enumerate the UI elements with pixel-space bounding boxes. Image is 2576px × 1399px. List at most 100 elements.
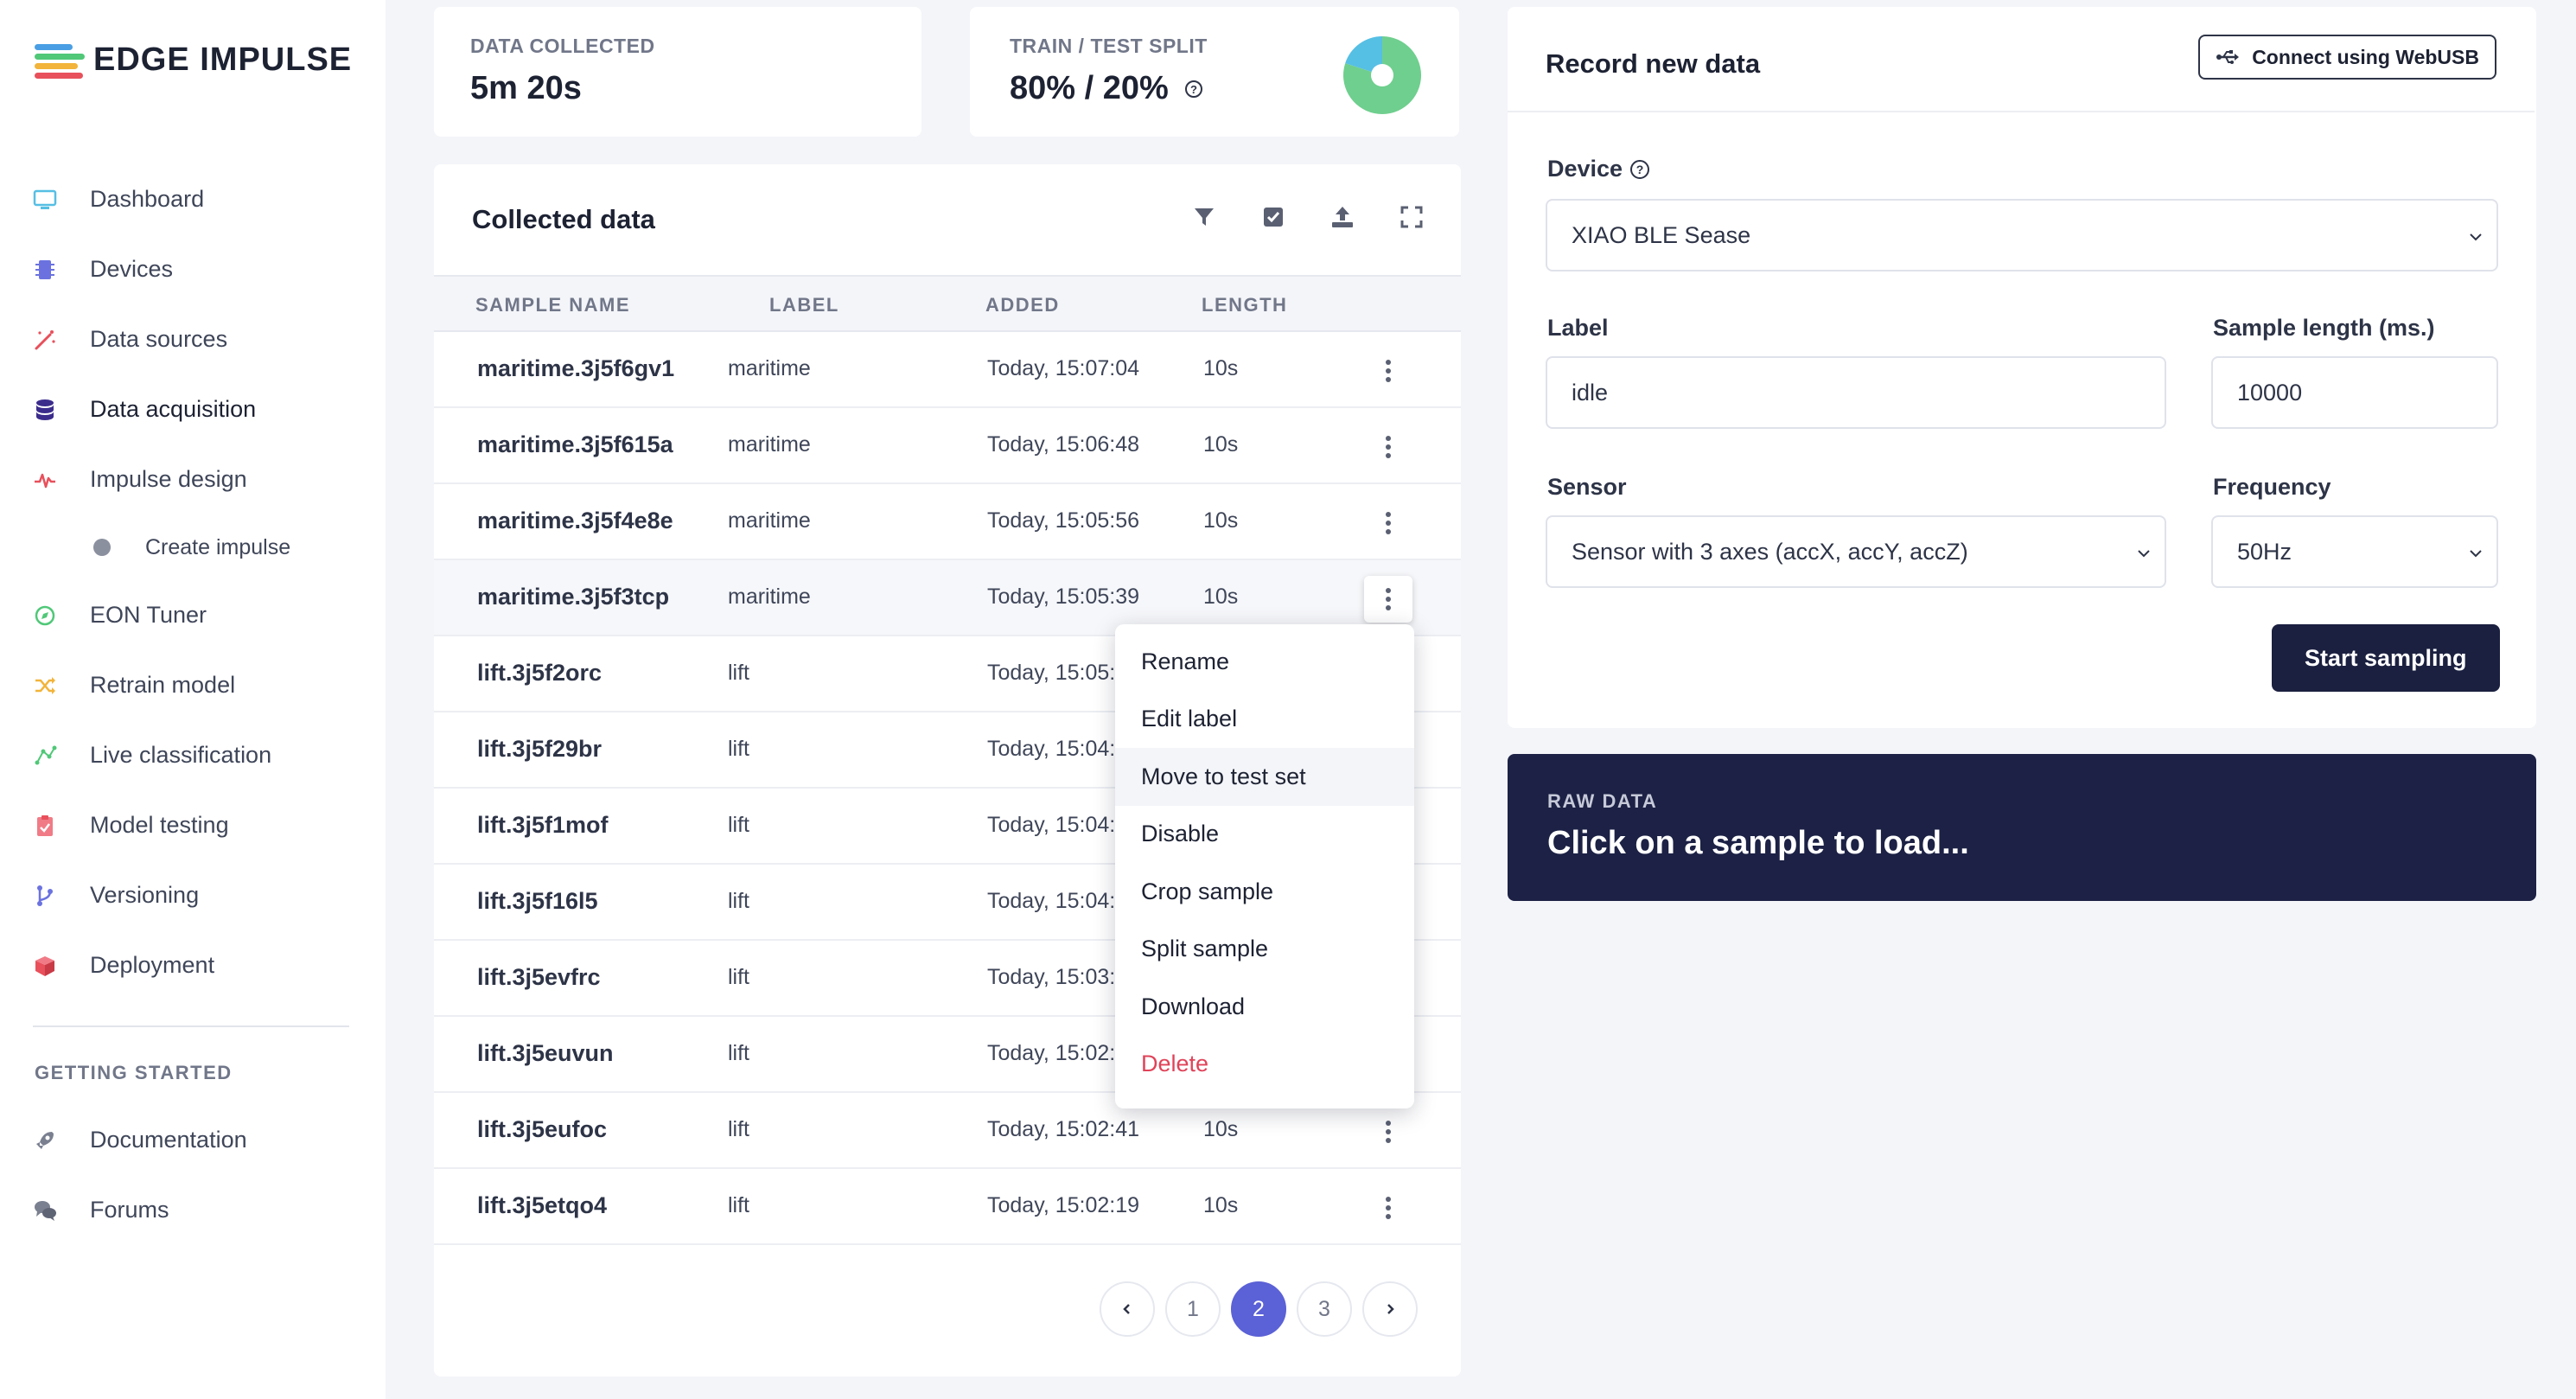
table-header: SAMPLE NAME LABEL ADDED LENGTH <box>434 275 1461 332</box>
menu-item-delete[interactable]: Delete <box>1141 1051 1209 1077</box>
sample-length: 10s <box>1203 585 1239 609</box>
help-icon[interactable]: ? <box>1184 80 1203 99</box>
menu-item-download[interactable]: Download <box>1141 993 1246 1019</box>
table-row[interactable]: lift.3j5f2orc lift Today, 15:05:0 <box>434 636 1461 712</box>
connect-webusb-button[interactable]: Connect using WebUSB <box>2198 35 2496 80</box>
sample-added: Today, 15:05:56 <box>987 508 1140 533</box>
rocket-icon <box>33 1128 57 1153</box>
sample-name: maritime.3j5f3tcp <box>477 584 670 610</box>
pie-center <box>1371 64 1393 86</box>
table-row[interactable]: maritime.3j5f3tcp maritime Today, 15:05:… <box>434 560 1461 636</box>
sample-name: lift.3j5evfrc <box>477 964 601 990</box>
sidebar-item-impulse-design[interactable]: Impulse design <box>0 444 386 514</box>
page-button-1[interactable]: 1 <box>1165 1281 1221 1337</box>
menu-item-rename[interactable]: Rename <box>1141 648 1230 674</box>
start-sampling-button[interactable]: Start sampling <box>2272 624 2500 692</box>
sample-added: Today, 15:03:1 <box>987 965 1128 989</box>
page-button-2[interactable]: 2 <box>1231 1281 1286 1337</box>
sidebar-item-retrain-model[interactable]: Retrain model <box>0 650 386 720</box>
pulse-icon <box>33 468 57 492</box>
table-row[interactable]: lift.3j5f1mof lift Today, 15:04:2 <box>434 789 1461 865</box>
chevron-right-icon <box>1387 1304 1394 1314</box>
label-input[interactable]: idle <box>1546 356 2166 429</box>
column-header-length[interactable]: LENGTH <box>1202 294 1288 316</box>
sidebar-subitem-create-impulse[interactable]: Create impulse <box>0 514 386 580</box>
sidebar-item-label: Dashboard <box>90 186 205 212</box>
brand-name: EDGE IMPULSE <box>93 42 353 78</box>
sensor-select[interactable]: Sensor with 3 axes (accX, accY, accZ) <box>1546 515 2166 588</box>
column-header-label[interactable]: LABEL <box>769 294 839 316</box>
table-row[interactable]: lift.3j5euvun lift Today, 15:02:5 <box>434 1017 1461 1093</box>
sample-length: 10s <box>1203 1193 1239 1217</box>
sample-length: 10s <box>1203 432 1239 457</box>
chip-icon <box>33 258 57 282</box>
table-row[interactable]: maritime.3j5f6gv1 maritime Today, 15:07:… <box>434 332 1461 408</box>
sidebar-item-forums[interactable]: Forums <box>0 1175 386 1245</box>
sidebar-item-data-acquisition[interactable]: Data acquisition <box>0 374 386 444</box>
sample-length: 10s <box>1203 508 1239 533</box>
sidebar-item-label: Data sources <box>90 326 228 352</box>
menu-item-crop-sample[interactable]: Crop sample <box>1141 878 1274 904</box>
sidebar-item-model-testing[interactable]: Model testing <box>0 790 386 860</box>
column-header-added[interactable]: ADDED <box>985 294 1060 316</box>
sidebar-item-label: Versioning <box>90 882 200 908</box>
sidebar-item-label: Forums <box>90 1197 169 1223</box>
sidebar-item-devices[interactable]: Devices <box>0 234 386 304</box>
row-menu-icon[interactable] <box>1364 500 1412 546</box>
sidebar-item-dashboard[interactable]: Dashboard <box>0 164 386 234</box>
table-row[interactable]: lift.3j5eufoc lift Today, 15:02:41 10s <box>434 1093 1461 1169</box>
next-page-button[interactable] <box>1362 1281 1418 1337</box>
row-menu-icon[interactable] <box>1364 1185 1412 1231</box>
table-row[interactable]: lift.3j5f29br lift Today, 15:04:4 <box>434 712 1461 789</box>
sidebar-item-live-classification[interactable]: Live classification <box>0 720 386 790</box>
sidebar-item-deployment[interactable]: Deployment <box>0 930 386 1000</box>
table-row[interactable]: lift.3j5evfrc lift Today, 15:03:1 <box>434 941 1461 1017</box>
data-collected-value: 5m 20s <box>470 70 582 106</box>
compass-icon <box>33 604 57 628</box>
column-header-sample-name[interactable]: SAMPLE NAME <box>475 294 631 316</box>
table-row[interactable]: maritime.3j5f4e8e maritime Today, 15:05:… <box>434 484 1461 560</box>
frequency-field-label: Frequency <box>2213 474 2331 500</box>
table-row[interactable]: lift.3j5f16l5 lift Today, 15:04:1 <box>434 865 1461 941</box>
filter-icon[interactable] <box>1189 202 1219 232</box>
sample-name: lift.3j5f1mof <box>477 812 609 838</box>
row-menu-icon[interactable] <box>1364 348 1412 394</box>
sidebar-item-data-sources[interactable]: Data sources <box>0 304 386 374</box>
menu-item-edit-label[interactable]: Edit label <box>1141 706 1238 732</box>
sample-added: Today, 15:07:04 <box>987 356 1140 380</box>
device-select-value: XIAO BLE Sease <box>1572 221 1751 248</box>
sample-label: lift <box>728 737 749 761</box>
sidebar-divider <box>33 1025 349 1027</box>
label-input-value: idle <box>1572 379 1609 406</box>
table-row[interactable]: lift.3j5etqo4 lift Today, 15:02:19 10s <box>434 1169 1461 1245</box>
device-select[interactable]: XIAO BLE Sease <box>1546 199 2498 271</box>
help-icon[interactable]: ? <box>1629 159 1650 180</box>
upload-icon[interactable] <box>1328 202 1357 232</box>
sample-name: maritime.3j5f6gv1 <box>477 355 675 381</box>
sidebar-item-versioning[interactable]: Versioning <box>0 860 386 930</box>
sample-added: Today, 15:02:5 <box>987 1041 1128 1065</box>
sidebar-item-eon-tuner[interactable]: EON Tuner <box>0 580 386 650</box>
row-menu-icon[interactable] <box>1364 424 1412 470</box>
row-menu-icon[interactable] <box>1364 1108 1412 1155</box>
sidebar-item-documentation[interactable]: Documentation <box>0 1105 386 1175</box>
sample-added: Today, 15:06:48 <box>987 432 1140 457</box>
sample-label: maritime <box>728 432 811 457</box>
sample-name: lift.3j5eufoc <box>477 1116 608 1142</box>
graph-icon <box>33 744 57 768</box>
menu-item-move-to-test-set[interactable]: Move to test set <box>1115 748 1414 806</box>
frequency-select[interactable]: 50Hz <box>2211 515 2498 588</box>
sample-name: maritime.3j5f4e8e <box>477 508 673 533</box>
menu-item-disable[interactable]: Disable <box>1141 821 1220 847</box>
prev-page-button[interactable] <box>1100 1281 1155 1337</box>
menu-item-split-sample[interactable]: Split sample <box>1141 936 1269 962</box>
sample-length-input[interactable]: 10000 <box>2211 356 2498 429</box>
select-checkbox-icon[interactable] <box>1259 202 1288 232</box>
table-row[interactable]: maritime.3j5f615a maritime Today, 15:06:… <box>434 408 1461 484</box>
page-button-3[interactable]: 3 <box>1297 1281 1352 1337</box>
expand-icon[interactable] <box>1397 202 1426 232</box>
brand-logo[interactable]: EDGE IMPULSE <box>35 42 352 79</box>
row-menu-icon[interactable] <box>1364 576 1412 623</box>
sample-length: 10s <box>1203 1117 1239 1141</box>
sample-label: lift <box>728 889 749 913</box>
